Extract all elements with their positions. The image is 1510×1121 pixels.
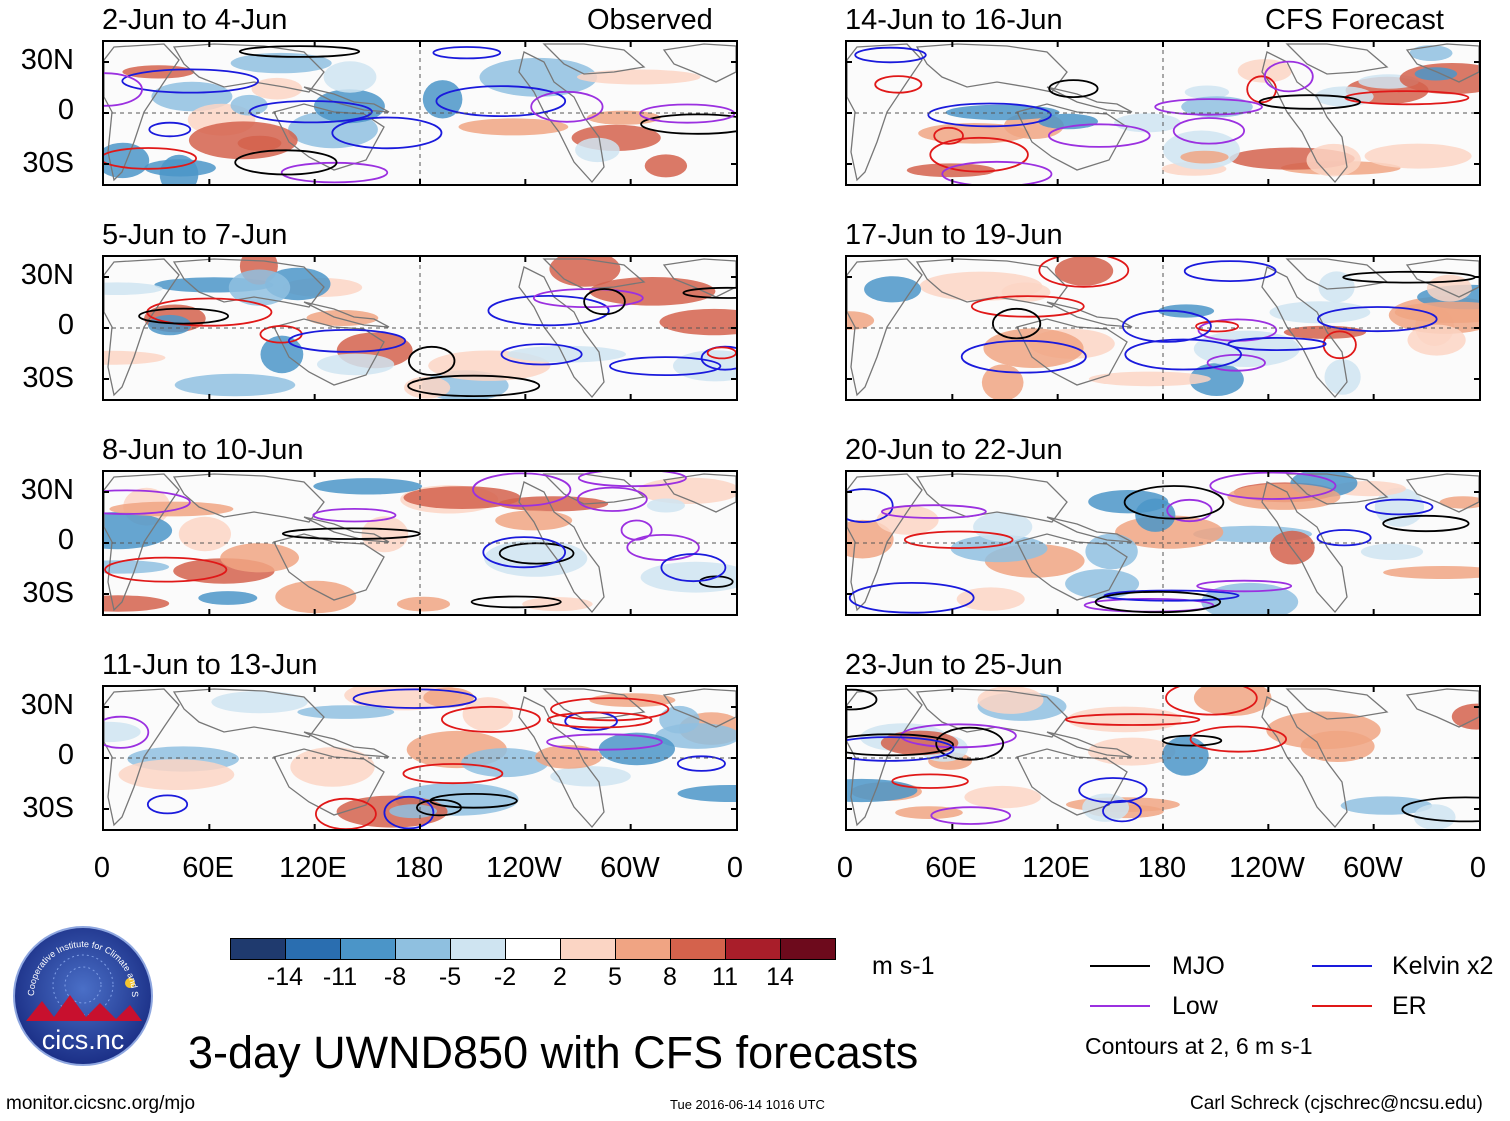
panel-title: 23-Jun to 25-Jun (845, 649, 1063, 681)
lon-label: 0 (726, 852, 744, 884)
lat-label: 30N (20, 689, 74, 721)
legend-label-low: Low (1172, 992, 1218, 1020)
panel-title: 11-Jun to 13-Jun (102, 649, 318, 681)
legend-line-er (1312, 1005, 1372, 1007)
lat-label: 30S (22, 147, 74, 179)
colorbar-swatch (615, 938, 671, 960)
legend-line-low (1090, 1005, 1150, 1007)
logo-text: cics.nc (42, 1025, 125, 1055)
lat-label: 30N (20, 44, 74, 76)
legend-label-mjo: MJO (1172, 952, 1225, 980)
footer-author: Carl Schreck (cjschrec@ncsu.edu) (1190, 1093, 1483, 1114)
colorbar-swatch (560, 938, 616, 960)
main-title: 3-day UWND850 with CFS forecasts (188, 1027, 919, 1078)
colorbar-swatch (450, 938, 506, 960)
colorbar-swatch (340, 938, 396, 960)
contour-note: Contours at 2, 6 m s-1 (1085, 1033, 1313, 1059)
colorbar-swatch (780, 938, 836, 960)
panel-title: 2-Jun to 4-Jun (102, 4, 288, 36)
colorbar-swatch (285, 938, 341, 960)
lat-label: 30S (22, 362, 74, 394)
colorbar-label: 5 (608, 963, 622, 991)
footer-timestamp: Tue 2016-06-14 1016 UTC (670, 1097, 825, 1112)
lon-label: 0 (93, 852, 111, 884)
colorbar-label: 14 (766, 963, 794, 991)
lat-label: 0 (57, 739, 74, 771)
colorbar-units: m s-1 (872, 952, 935, 980)
panel-title: 20-Jun to 22-Jun (845, 434, 1063, 466)
cfs-forecast-header: CFS Forecast (1265, 4, 1444, 36)
lat-label: 30N (20, 259, 74, 291)
legend-label-er: ER (1392, 992, 1427, 1020)
map-panel-forecast-3 (845, 470, 1481, 616)
lon-label: 60E (182, 852, 234, 884)
colorbar-label: -8 (383, 963, 407, 991)
map-panel-forecast-4 (845, 685, 1481, 831)
lon-label: 180 (394, 852, 444, 884)
map-panel-observed-3 (102, 470, 738, 616)
map-panel-forecast-2 (845, 255, 1481, 401)
colorbar-label: -2 (493, 963, 517, 991)
map-panel-observed-1 (102, 40, 738, 186)
observed-header: Observed (587, 4, 713, 36)
lon-label: 120W (1229, 852, 1305, 884)
lon-label: 60W (600, 852, 660, 884)
colorbar-label: 11 (712, 963, 738, 991)
panel-title: 5-Jun to 7-Jun (102, 219, 288, 251)
lon-label: 120E (1022, 852, 1090, 884)
colorbar-swatch (505, 938, 561, 960)
map-panel-forecast-1 (845, 40, 1481, 186)
colorbar-label: -11 (322, 963, 358, 991)
map-panel-observed-2 (102, 255, 738, 401)
lat-label: 0 (57, 524, 74, 556)
colorbar-label: 8 (663, 963, 677, 991)
panel-title: 17-Jun to 19-Jun (845, 219, 1063, 251)
lon-label: 180 (1137, 852, 1187, 884)
colorbar-label: -14 (266, 963, 304, 991)
legend-line-kelvin (1312, 965, 1372, 967)
panel-title: 14-Jun to 16-Jun (845, 4, 1063, 36)
panel-title: 8-Jun to 10-Jun (102, 434, 304, 466)
legend-label-kelvin: Kelvin x2 (1392, 952, 1494, 980)
lon-label: 60W (1343, 852, 1403, 884)
colorbar-label: -5 (438, 963, 462, 991)
lat-label: 0 (57, 94, 74, 126)
footer-url[interactable]: monitor.cicsnc.org/mjo (6, 1093, 196, 1114)
lon-label: 120W (486, 852, 562, 884)
colorbar-swatch (725, 938, 781, 960)
cics-logo: Cooperative Institute for Climate and Sa… (9, 917, 154, 1067)
colorbar-swatch (230, 938, 286, 960)
legend-line-mjo (1090, 965, 1150, 967)
colorbar-swatch (670, 938, 726, 960)
lat-label: 30S (22, 792, 74, 824)
lon-label: 0 (836, 852, 854, 884)
colorbar-swatch (395, 938, 451, 960)
map-panel-observed-4 (102, 685, 738, 831)
lon-label: 0 (1469, 852, 1487, 884)
lon-label: 120E (279, 852, 347, 884)
lat-label: 30N (20, 474, 74, 506)
lat-label: 30S (22, 577, 74, 609)
colorbar-label: 2 (553, 963, 567, 991)
lat-label: 0 (57, 309, 74, 341)
lon-label: 60E (925, 852, 977, 884)
